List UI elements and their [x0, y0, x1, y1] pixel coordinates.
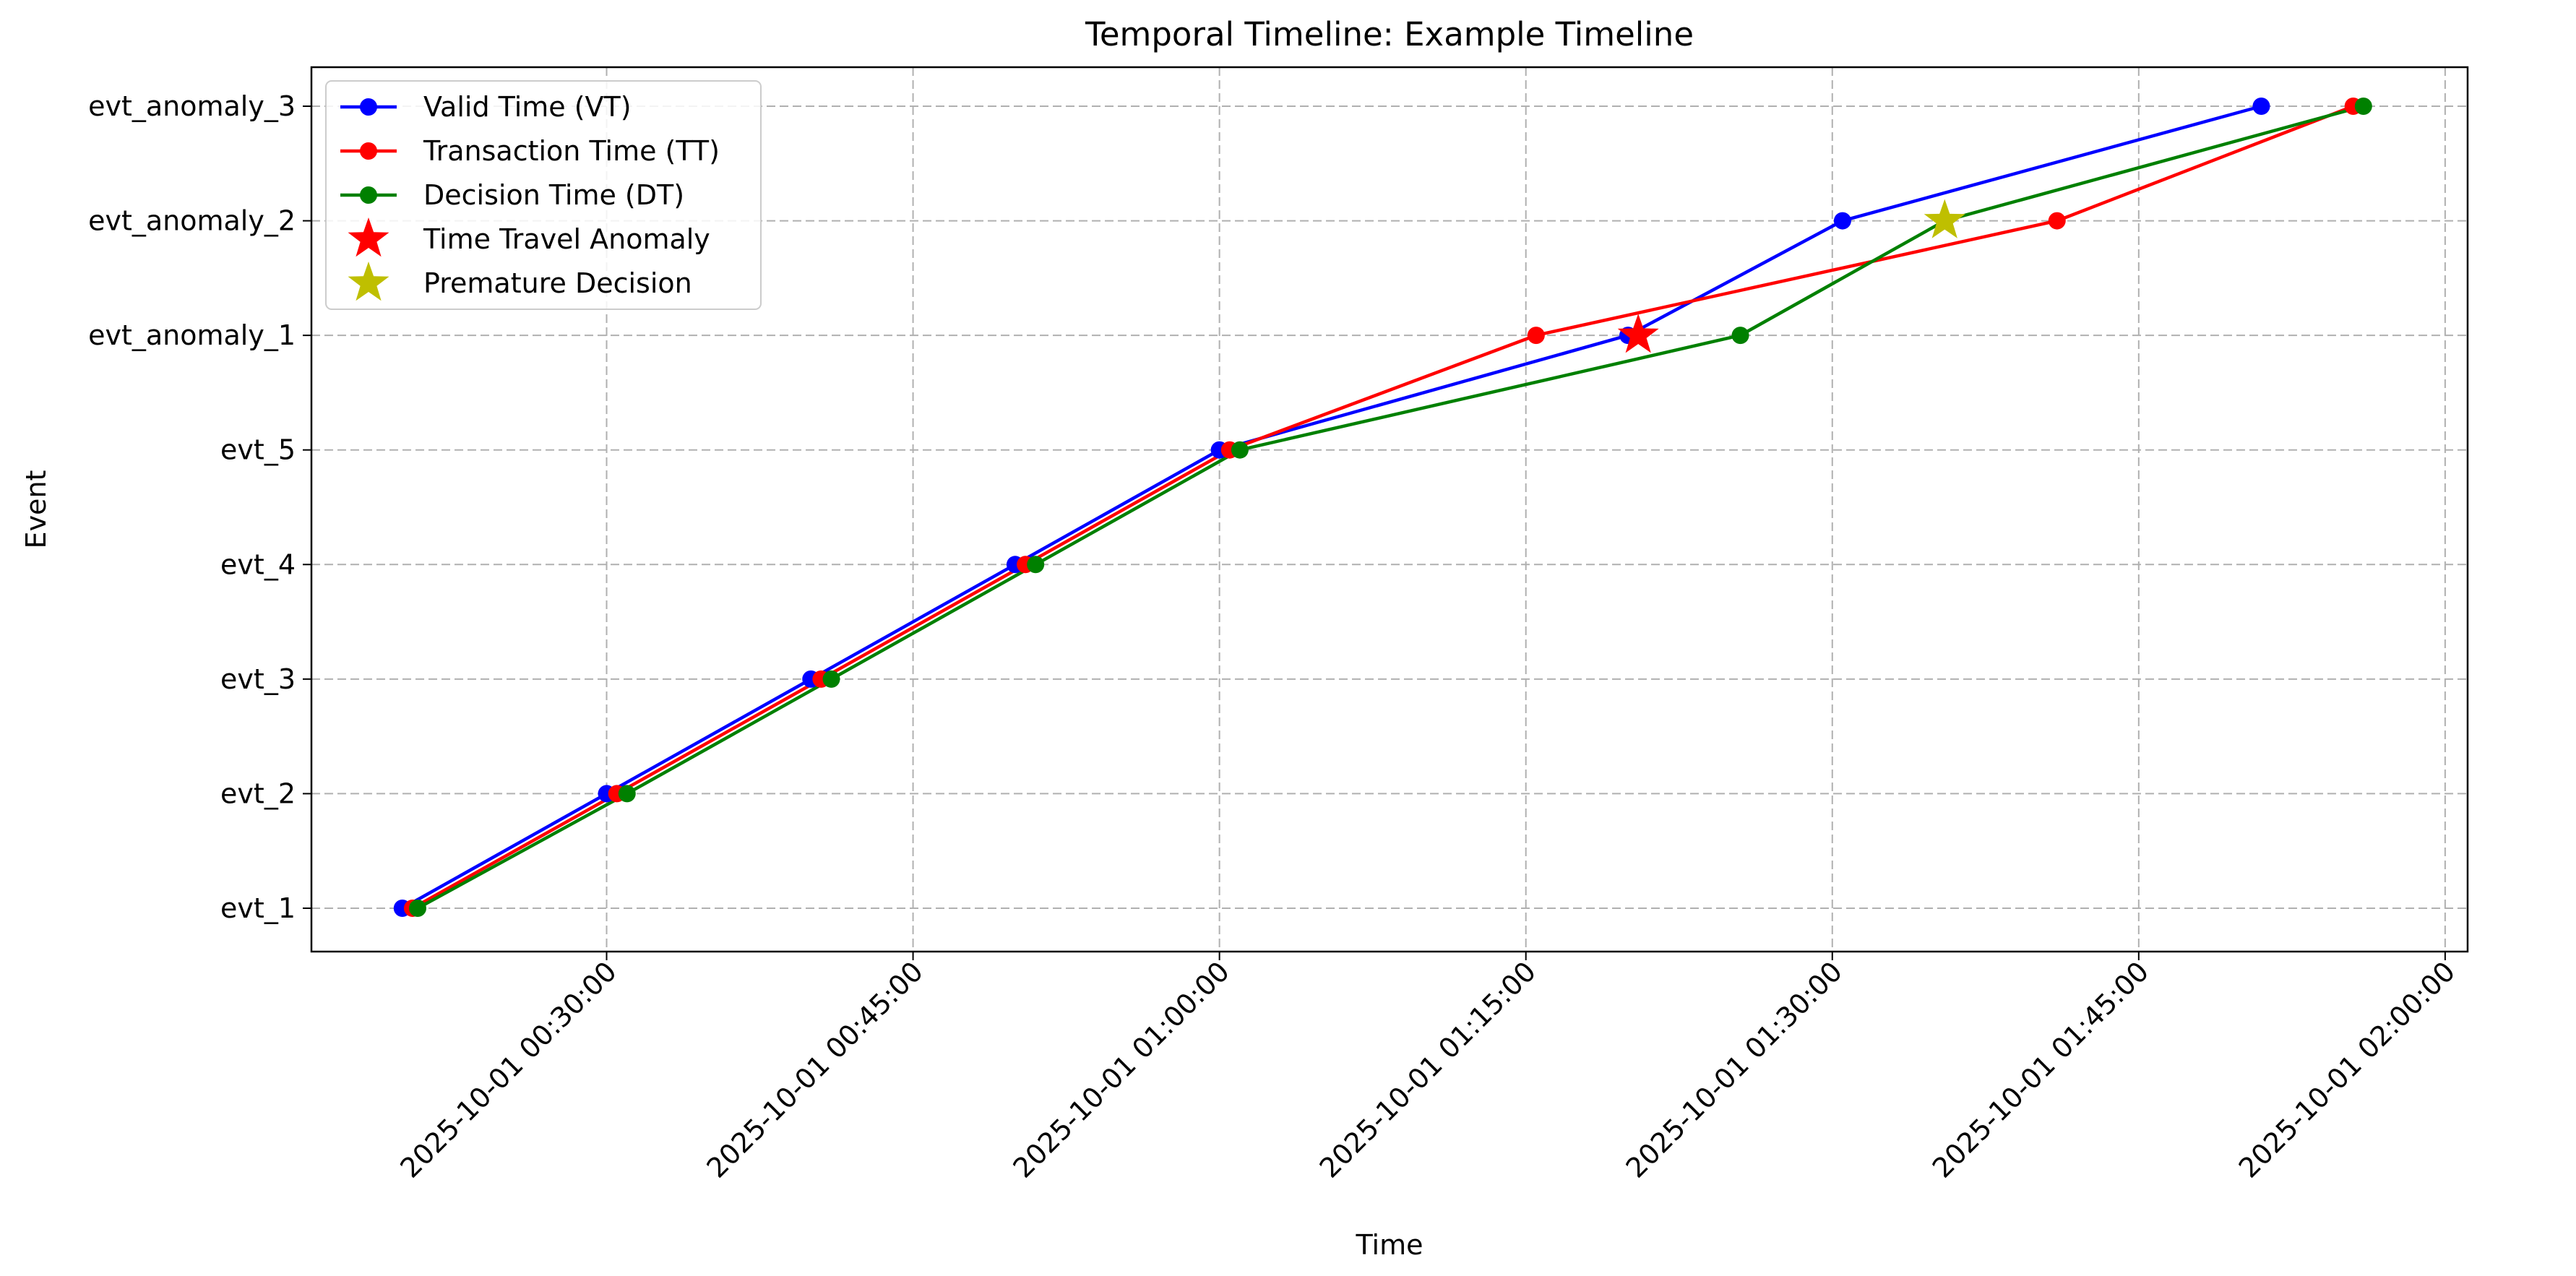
y-axis: evt_1 evt_2 evt_3 evt_4 evt_5 evt_anomaly_1 ev… [88, 90, 311, 924]
y-tick-label: evt_3 [220, 663, 296, 695]
star-marker [1617, 314, 1659, 353]
legend-marker-swatch [360, 186, 377, 204]
data-point [822, 670, 840, 688]
legend: Valid Time (VT) Transaction Time (TT) Deci… [325, 80, 762, 310]
data-point [1731, 327, 1749, 345]
legend-label: Valid Time (VT) [423, 91, 632, 123]
y-tick-label: evt_anomaly_2 [88, 205, 296, 237]
data-point [1231, 441, 1249, 459]
x-axis: 2025-10-01 00:30:00 2025-10-01 00:45:00 20… [394, 952, 2461, 1184]
x-tick-label: 2025-10-01 01:30:00 [1620, 955, 1848, 1184]
series-line-0 [401, 104, 2262, 910]
legend-star-swatch [348, 217, 389, 257]
star-marker [1924, 199, 1965, 238]
y-axis-label: Event [20, 470, 52, 549]
legend-label: Premature Decision [423, 267, 692, 299]
series-line-2 [416, 104, 2364, 910]
data-point [1527, 327, 1545, 345]
y-tick-label: evt_4 [220, 548, 296, 580]
chart-title: Temporal Timeline: Example Timeline [1085, 15, 1694, 53]
data-point [409, 900, 427, 917]
legend-box [325, 80, 762, 310]
x-tick-label: 2025-10-01 01:15:00 [1314, 955, 1542, 1184]
x-tick-label: 2025-10-01 00:30:00 [394, 955, 622, 1184]
legend-label: Time Travel Anomaly [423, 223, 710, 255]
series-lines [401, 104, 2364, 910]
x-tick-label: 2025-10-01 00:45:00 [700, 955, 929, 1184]
legend-label: Decision Time (DT) [423, 179, 684, 211]
x-tick-label: 2025-10-01 02:00:00 [2233, 955, 2461, 1184]
legend-marker-swatch [360, 98, 377, 116]
data-point [2252, 98, 2270, 115]
y-tick-label: evt_anomaly_1 [88, 319, 296, 351]
legend-marker-swatch [360, 142, 377, 160]
anomaly-markers [1617, 199, 1965, 353]
data-point [1833, 212, 1851, 230]
y-tick-label: evt_2 [220, 777, 296, 809]
legend-star-swatch [348, 262, 389, 301]
data-point [2354, 98, 2372, 115]
x-tick-label: 2025-10-01 01:45:00 [1926, 955, 2155, 1184]
plot-frame [310, 66, 2469, 953]
y-tick-label: evt_anomaly_3 [88, 90, 296, 122]
series-line-1 [411, 104, 2354, 910]
y-tick-label: evt_1 [220, 892, 296, 924]
x-axis-label: Time [1356, 1229, 1423, 1261]
x-tick-label: 2025-10-01 01:00:00 [1007, 955, 1236, 1184]
legend-label: Transaction Time (TT) [423, 135, 720, 167]
y-tick-label: evt_5 [220, 434, 296, 466]
data-point [618, 785, 636, 803]
data-point [1027, 556, 1045, 574]
data-point [2048, 212, 2066, 230]
